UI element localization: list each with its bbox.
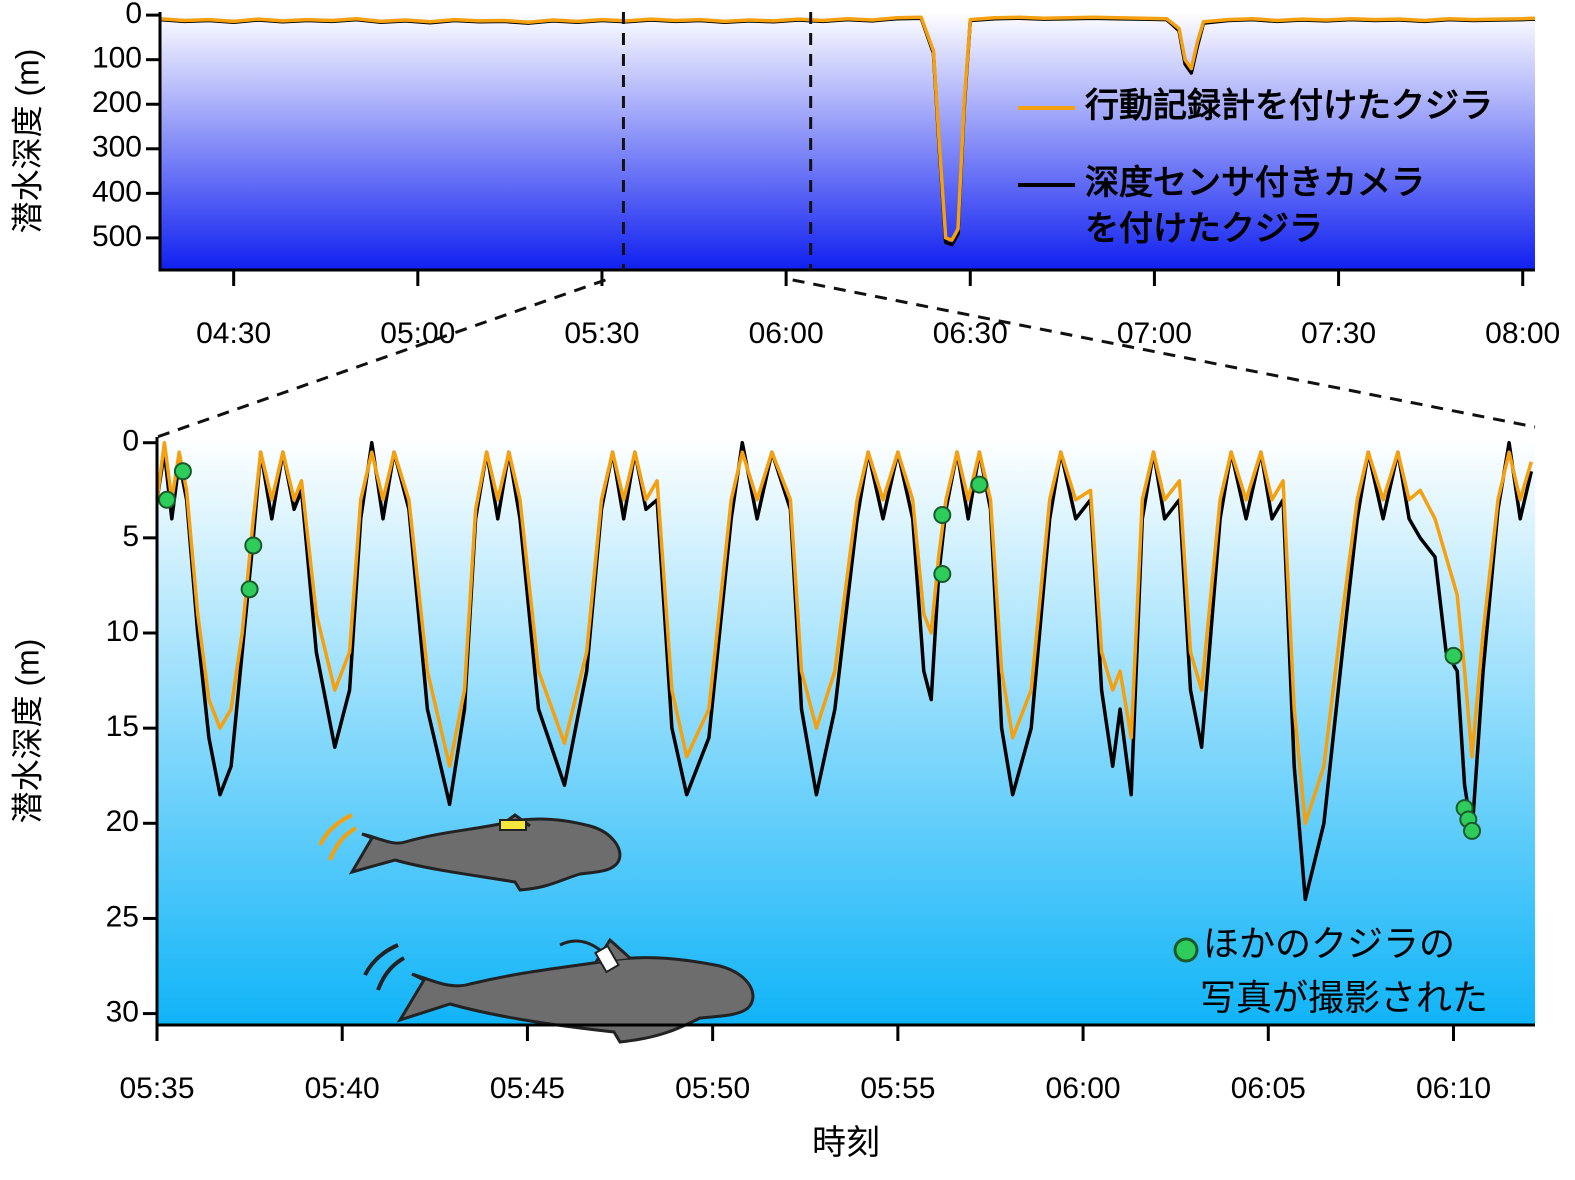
legend-label: ほかのクジラの写真が撮影された: [1200, 923, 1488, 1018]
plot-background: [160, 12, 1535, 270]
photo-point: [173, 462, 192, 481]
y-tick-label: 400: [92, 175, 142, 208]
photo-point: [158, 490, 177, 509]
whale-top: [318, 813, 622, 892]
x-tick-label: 06:30: [933, 317, 1008, 350]
y-tick-label: 5: [122, 520, 139, 553]
x-tick-label: 07:00: [1117, 317, 1192, 350]
x-tick-label: 05:50: [675, 1072, 750, 1105]
photo-point: [240, 580, 259, 599]
depth-line: [157, 440, 1533, 826]
y-axis-label: 潜水深度 (m): [9, 639, 45, 824]
x-tick-label: 07:30: [1301, 317, 1376, 350]
y-axis-label: 潜水深度 (m): [9, 49, 45, 234]
x-tick-label: 06:05: [1231, 1072, 1306, 1105]
photo-point: [970, 475, 989, 494]
x-tick-label: 04:30: [196, 317, 271, 350]
photo-point: [1463, 821, 1482, 840]
legend-label: 深度センサ付きカメラを付けたクジラ: [1085, 164, 1425, 248]
y-tick-label: 30: [106, 996, 139, 1029]
y-tick-label: 0: [125, 0, 142, 30]
photo-point: [244, 536, 263, 555]
x-tick-label: 05:30: [564, 317, 639, 350]
x-tick-label: 08:00: [1485, 317, 1560, 350]
x-tick-label: 05:40: [305, 1072, 380, 1105]
plot-area: [157, 440, 1534, 902]
x-tick-label: 05:55: [860, 1072, 935, 1105]
legend-swatch: [1173, 937, 1199, 963]
y-tick-label: 15: [106, 710, 139, 743]
x-tick-label: 05:45: [490, 1072, 565, 1105]
y-tick-label: 500: [92, 220, 142, 253]
legend-label: 行動記録計を付けたクジラ: [1085, 86, 1493, 125]
zoom-connector: [792, 278, 1536, 429]
whale-illustrations: [318, 813, 755, 1044]
y-tick-label: 25: [106, 900, 139, 933]
depth-line: [157, 440, 1534, 902]
y-tick-label: 10: [106, 615, 139, 648]
depth-line: [160, 15, 1535, 242]
x-tick-label: 06:00: [1046, 1072, 1121, 1105]
y-tick-label: 0: [122, 425, 139, 458]
photo-point: [933, 506, 952, 525]
y-tick-label: 100: [92, 42, 142, 75]
y-tick-label: 300: [92, 131, 142, 164]
y-tick-label: 20: [106, 805, 139, 838]
x-tick-label: 06:10: [1416, 1072, 1491, 1105]
x-tick-label: 06:00: [749, 317, 824, 350]
photo-point: [1444, 646, 1463, 665]
zoom-connector: [156, 278, 606, 439]
x-axis-label: 時刻: [812, 1124, 880, 1162]
y-tick-label: 200: [92, 86, 142, 119]
x-tick-label: 05:35: [119, 1072, 194, 1105]
photo-point: [933, 565, 952, 584]
whale-bottom: [363, 937, 755, 1044]
plot-area: [160, 15, 1535, 247]
plot-background: [157, 437, 1535, 1025]
